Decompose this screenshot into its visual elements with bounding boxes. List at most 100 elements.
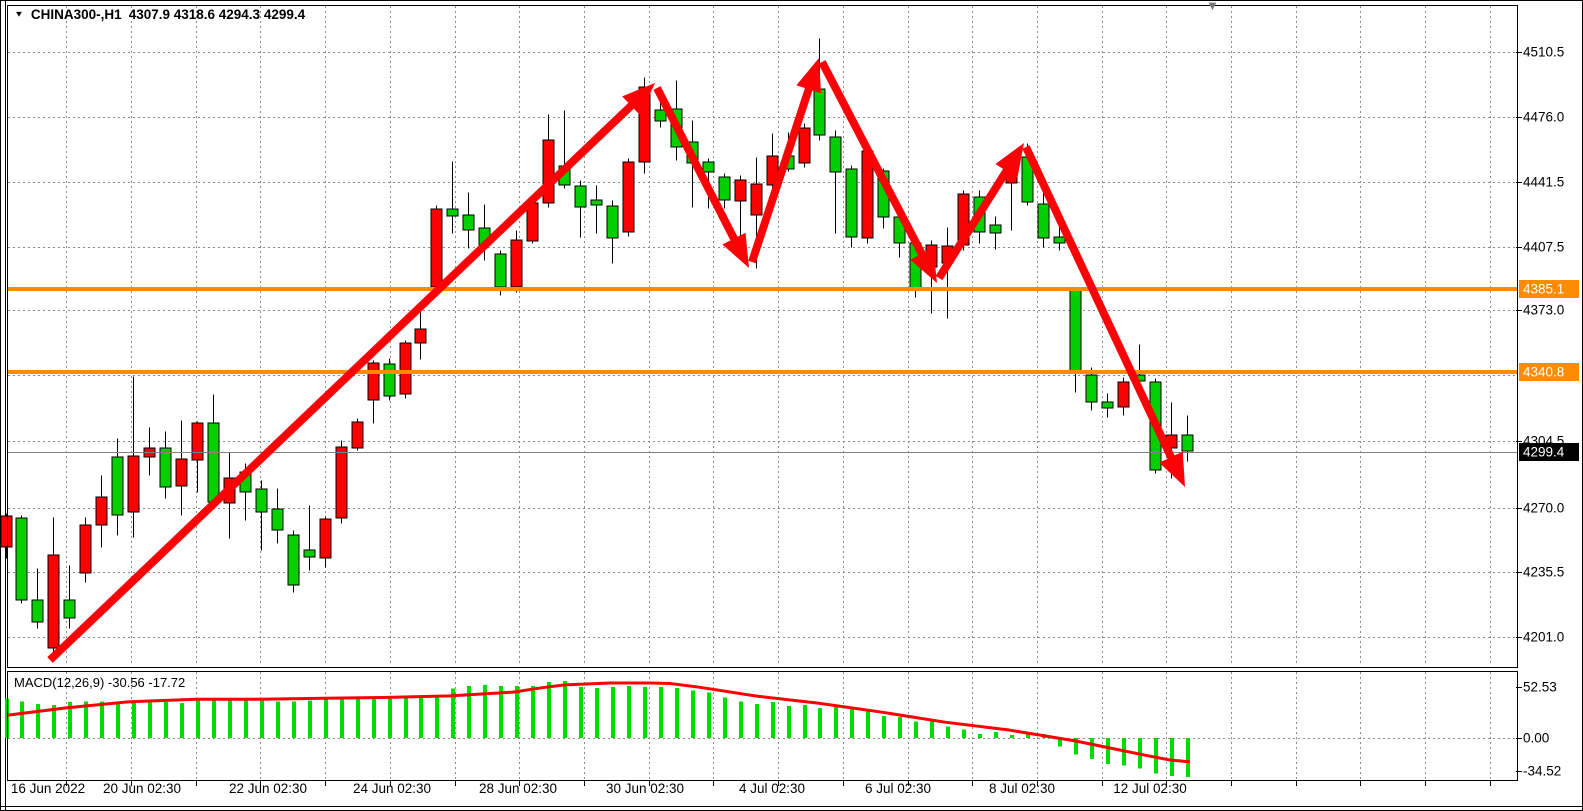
candle xyxy=(79,517,92,583)
macd-bar xyxy=(100,701,104,738)
macd-histogram xyxy=(5,681,1190,778)
candle-body xyxy=(191,422,204,461)
macd-bar xyxy=(148,701,152,738)
time-axis[interactable]: 16 Jun 2022 20 Jun 02:30 22 Jun 02:30 24 Ju… xyxy=(11,781,1491,796)
candle xyxy=(351,418,364,451)
trend-arrow-line[interactable] xyxy=(818,60,929,261)
candle-body xyxy=(351,421,364,449)
candle-body xyxy=(494,253,507,288)
candle xyxy=(0,513,13,559)
macd-axis-label: 52.53 xyxy=(1523,680,1557,695)
trend-arrow-head[interactable] xyxy=(995,143,1024,178)
trend-arrow-head[interactable] xyxy=(1159,451,1185,487)
macd-bar xyxy=(914,721,918,738)
symbol-dropdown-icon[interactable]: ▼ xyxy=(14,10,24,19)
trend-arrow-head[interactable] xyxy=(796,58,822,94)
macd-bar xyxy=(1058,738,1062,747)
trend-arrow-line[interactable] xyxy=(748,82,815,264)
trend-arrow-up[interactable] xyxy=(47,83,655,663)
candle xyxy=(159,431,172,499)
candle xyxy=(127,376,140,538)
macd-bar xyxy=(1186,738,1190,778)
macd-bar xyxy=(1026,733,1030,738)
chart-title: ▼ CHINA300-,H1 4307.9 4318.6 4294.3 4299… xyxy=(14,7,305,22)
candle-body xyxy=(15,517,28,601)
candle xyxy=(31,568,44,629)
candle xyxy=(271,488,284,544)
candle xyxy=(829,130,842,234)
candle xyxy=(367,360,380,424)
candle xyxy=(574,180,587,238)
macd-bar xyxy=(962,729,966,738)
macd-bar xyxy=(228,700,232,738)
macd-bar xyxy=(611,686,615,738)
macd-panel-border xyxy=(7,671,1518,781)
candle-body xyxy=(1117,381,1130,408)
macd-bar xyxy=(116,701,120,738)
price-axis-label: 4476.0 xyxy=(1523,110,1564,125)
candle xyxy=(399,340,412,399)
candle-body xyxy=(1053,236,1066,244)
macd-bar xyxy=(723,697,727,738)
trend-arrow-head[interactable] xyxy=(910,247,937,283)
candle xyxy=(1085,367,1098,411)
candle xyxy=(542,114,555,208)
candle xyxy=(143,427,156,476)
macd-bar xyxy=(818,708,822,738)
candle-body xyxy=(702,161,715,173)
trend-arrow-up[interactable] xyxy=(748,58,822,264)
trend-arrow-line[interactable] xyxy=(935,163,1013,281)
macd-bar xyxy=(531,685,535,738)
macd-bar xyxy=(643,686,647,738)
trend-arrow-head[interactable] xyxy=(622,83,655,116)
candle xyxy=(622,158,635,237)
macd-bar xyxy=(595,687,599,738)
candle-body xyxy=(399,342,412,395)
time-axis-label: 24 Jun 02:30 xyxy=(353,781,431,796)
trend-arrow-line[interactable] xyxy=(1022,145,1178,465)
candle-body xyxy=(542,139,555,204)
macd-bar xyxy=(787,706,791,738)
macd-bar xyxy=(499,685,503,738)
horizontal-line-4385.1[interactable] xyxy=(7,287,1517,291)
macd-bar xyxy=(739,701,743,738)
candle-body xyxy=(127,455,140,513)
trend-arrow-up[interactable] xyxy=(935,143,1024,281)
trend-arrow-line[interactable] xyxy=(47,98,639,663)
price-axis[interactable]: 4510.54476.04441.54407.54373.04304.54270… xyxy=(1516,45,1579,779)
trend-arrow-head[interactable] xyxy=(722,232,749,268)
trend-arrow-down[interactable] xyxy=(653,86,749,268)
macd-bar xyxy=(547,681,551,738)
trend-arrow-line[interactable] xyxy=(653,86,741,246)
macd-indicator-label: MACD(12,26,9) -30.56 -17.72 xyxy=(14,675,186,690)
macd-bar xyxy=(180,703,184,738)
macd-bar xyxy=(84,701,88,738)
macd-bar xyxy=(691,690,695,738)
hline-price-badge xyxy=(1519,363,1579,381)
candle-body xyxy=(255,488,268,513)
candle-body xyxy=(367,362,380,401)
chart-shift-triangle-icon[interactable]: ▼ xyxy=(1206,0,1219,13)
candle xyxy=(989,216,1002,250)
macd-bar xyxy=(36,704,40,738)
horizontal-line-4340.8[interactable] xyxy=(7,370,1517,374)
candle-body xyxy=(31,599,44,623)
candle xyxy=(287,530,300,593)
candle xyxy=(462,192,475,249)
time-axis-label: 8 Jul 02:30 xyxy=(989,781,1055,796)
candle-body xyxy=(574,185,587,208)
price-axis-label: 4407.5 xyxy=(1523,240,1564,255)
macd-bar xyxy=(483,684,487,738)
macd-bar xyxy=(20,701,24,738)
macd-bar xyxy=(850,708,854,738)
time-axis-label: 4 Jul 02:30 xyxy=(739,781,805,796)
candle xyxy=(15,515,28,604)
candle xyxy=(255,480,268,551)
current-price-badge-text: 4299.4 xyxy=(1523,445,1565,460)
macd-bar xyxy=(404,696,408,738)
macd-bar xyxy=(419,696,423,738)
trend-arrow-down[interactable] xyxy=(818,60,937,283)
trend-arrow-down[interactable] xyxy=(1022,145,1185,487)
